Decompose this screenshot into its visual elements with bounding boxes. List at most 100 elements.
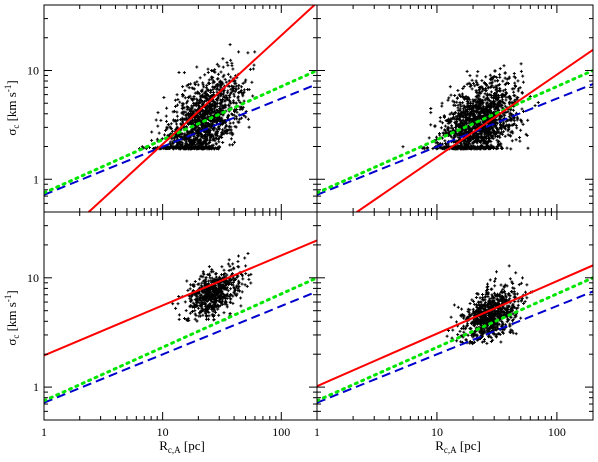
data-point: [223, 90, 225, 94]
data-point: [209, 124, 211, 128]
data-point: [517, 79, 519, 83]
data-point: [239, 107, 241, 111]
data-point: [509, 100, 511, 104]
data-point: [185, 133, 187, 137]
data-point: [167, 133, 169, 137]
data-point: [441, 104, 443, 108]
data-point: [191, 143, 193, 147]
data-point: [220, 109, 222, 113]
plot-area: [44, 5, 317, 212]
y-axis-title-bottom: σc [km s-1]: [3, 290, 21, 345]
data-point: [500, 94, 502, 98]
data-point: [499, 99, 501, 103]
data-point: [504, 76, 506, 80]
data-point: [222, 75, 224, 79]
data-point: [459, 107, 461, 111]
y-label-sub: c: [11, 125, 21, 129]
data-point: [199, 100, 201, 104]
data-point: [212, 121, 214, 125]
data-point: [198, 111, 200, 115]
data-point: [212, 146, 214, 150]
data-point: [211, 69, 213, 72]
data-point: [507, 110, 509, 114]
data-point: [226, 98, 228, 102]
data-point: [202, 99, 204, 103]
data-point: [177, 103, 178, 107]
data-point: [200, 123, 202, 127]
data-point: [196, 65, 198, 69]
data-point: [477, 70, 479, 74]
y-tick-label: 10: [27, 63, 39, 77]
data-point: [495, 123, 497, 127]
data-point: [501, 147, 503, 150]
data-point: [210, 135, 212, 139]
data-point: [186, 137, 188, 141]
data-point: [500, 124, 502, 128]
data-point: [481, 102, 483, 106]
data-point: [497, 130, 499, 134]
data-point: [181, 132, 183, 136]
data-point: [205, 95, 207, 99]
data-point: [228, 94, 230, 97]
data-point: [200, 95, 202, 99]
data-point: [230, 92, 232, 96]
data-point: [230, 125, 232, 129]
data-point: [423, 145, 425, 149]
data-point: [214, 132, 216, 136]
data-point: [439, 142, 441, 146]
data-point: [166, 144, 168, 148]
data-point: [208, 129, 210, 133]
data-point: [228, 84, 230, 88]
data-point: [454, 120, 456, 124]
ticks: [43, 4, 318, 213]
data-point: [221, 130, 223, 134]
data-point: [201, 90, 203, 93]
data-point: [501, 96, 503, 99]
data-point: [476, 74, 478, 78]
data-point: [172, 129, 173, 133]
data-point: [468, 142, 470, 145]
data-point: [233, 94, 235, 98]
data-point: [245, 115, 247, 119]
data-point: [480, 140, 481, 144]
data-point: [206, 121, 208, 125]
data-point: [461, 143, 463, 147]
data-point: [202, 142, 204, 145]
data-point: [470, 104, 472, 108]
data-point: [453, 137, 455, 141]
data-point: [509, 102, 510, 106]
data-point: [179, 142, 181, 146]
data-point: [189, 147, 191, 150]
data-point: [211, 108, 213, 112]
data-point: [195, 144, 197, 148]
data-point: [208, 104, 210, 108]
data-point: [209, 133, 211, 137]
data-point: [437, 147, 439, 150]
data-point: [204, 141, 206, 145]
data-point: [500, 144, 502, 148]
data-point: [184, 118, 186, 122]
data-point: [242, 92, 244, 96]
data-point: [496, 118, 498, 122]
data-point: [191, 139, 193, 143]
data-point: [202, 122, 204, 126]
data-point: [193, 135, 195, 139]
data-point: [238, 98, 240, 102]
data-point: [166, 125, 168, 129]
data-point: [443, 115, 445, 119]
data-point: [473, 111, 475, 115]
data-point: [183, 117, 185, 121]
data-point: [421, 146, 423, 150]
data-point: [173, 139, 175, 143]
data-point: [206, 142, 208, 146]
data-point: [242, 81, 244, 85]
data-point: [218, 111, 220, 115]
data-point: [197, 83, 199, 87]
data-point: [196, 118, 198, 122]
data-point: [519, 139, 521, 143]
data-point: [243, 90, 245, 94]
data-point: [184, 132, 186, 136]
data-point: [439, 145, 441, 149]
data-point: [460, 112, 462, 116]
data-point: [514, 81, 516, 85]
